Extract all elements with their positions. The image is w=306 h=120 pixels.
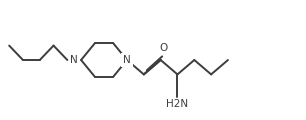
Text: N: N [123,55,131,65]
Text: H2N: H2N [166,99,188,109]
Text: N: N [70,55,78,65]
Text: O: O [160,43,168,53]
